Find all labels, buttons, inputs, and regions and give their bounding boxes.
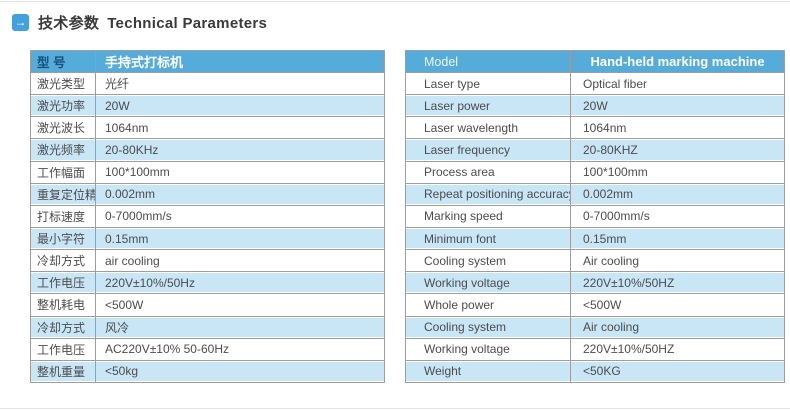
- row-label: 重复定位精度: [30, 182, 96, 206]
- table-row: 整机耗电 <500W: [30, 293, 385, 317]
- table-row: Laser power 20W: [405, 94, 785, 118]
- row-value: Air cooling: [570, 249, 785, 273]
- table-row: 冷却方式 air cooling: [30, 249, 385, 273]
- row-label: 工作电压: [30, 337, 96, 361]
- table-row: 工作电压 AC220V±10% 50-60Hz: [30, 337, 385, 361]
- row-value: 1064nm: [570, 116, 785, 140]
- model-header-value: 手持式打标机: [95, 50, 385, 73]
- row-value: 100*100mm: [95, 160, 385, 184]
- table-row: 打标速度 0-7000mm/s: [30, 204, 385, 228]
- table-row: Process area 100*100mm: [405, 160, 785, 184]
- table-row: Working voltage 220V±10%/50HZ: [405, 337, 785, 361]
- table-row: 工作幅面 100*100mm: [30, 160, 385, 184]
- row-value: 0.15mm: [95, 226, 385, 251]
- page-title: 技术参数 Technical Parameters: [38, 12, 267, 33]
- row-value: 1064nm: [95, 116, 385, 140]
- model-header-label: Model: [405, 50, 571, 73]
- row-value: 20W: [570, 94, 785, 118]
- table-row: Cooling system Air cooling: [405, 249, 785, 273]
- bottom-divider: [0, 408, 790, 409]
- table-row: Weight <50KG: [405, 359, 785, 384]
- row-label: Minimum font: [405, 226, 571, 251]
- row-label: Cooling system: [405, 315, 571, 339]
- row-value: 光纤: [95, 71, 385, 96]
- row-value: 220V±10%/50HZ: [570, 271, 785, 295]
- row-label: 整机耗电: [30, 293, 96, 317]
- row-label: Working voltage: [405, 271, 571, 295]
- row-value: air cooling: [95, 249, 385, 273]
- table-row: Laser frequency 20-80KHZ: [405, 138, 785, 162]
- row-label: 整机重量: [30, 359, 96, 384]
- row-value: <500W: [570, 293, 785, 317]
- row-label: Whole power: [405, 293, 571, 317]
- row-label: Laser power: [405, 94, 571, 118]
- row-label: Cooling system: [405, 249, 571, 273]
- row-label: Marking speed: [405, 204, 571, 228]
- row-value: 0.002mm: [570, 182, 785, 206]
- table-row: Whole power <500W: [405, 293, 785, 317]
- header-row: Model Hand-held marking machine: [405, 50, 785, 73]
- table-row: Repeat positioning accuracy 0.002mm: [405, 182, 785, 206]
- table-row: 激光功率 20W: [30, 94, 385, 118]
- row-value: Air cooling: [570, 315, 785, 339]
- table-row: 激光频率 20-80KHz: [30, 138, 385, 162]
- row-value: Optical fiber: [570, 71, 785, 96]
- arrow-right-icon: →: [12, 13, 29, 31]
- row-value: 220V±10%/50Hz: [95, 271, 385, 295]
- row-label: 工作幅面: [30, 160, 96, 184]
- row-value: 20-80KHZ: [570, 138, 785, 162]
- row-value: 0.002mm: [95, 182, 385, 206]
- row-label: Laser wavelength: [405, 116, 571, 140]
- table-row: 激光类型 光纤: [30, 71, 385, 96]
- row-label: 打标速度: [30, 204, 96, 228]
- row-value: 220V±10%/50HZ: [570, 337, 785, 361]
- row-value: 100*100mm: [570, 160, 785, 184]
- row-label: 激光功率: [30, 94, 96, 118]
- table-row: 工作电压 220V±10%/50Hz: [30, 271, 385, 295]
- table-row: Minimum font 0.15mm: [405, 226, 785, 251]
- row-value: <50kg: [95, 359, 385, 384]
- section-header: → 技术参数 Technical Parameters: [12, 11, 267, 33]
- row-label: 工作电压: [30, 271, 96, 295]
- header-row: 型 号 手持式打标机: [30, 50, 385, 73]
- row-value: 0-7000mm/s: [570, 204, 785, 228]
- row-label: 冷却方式: [30, 315, 96, 339]
- table-row: Marking speed 0-7000mm/s: [405, 204, 785, 228]
- row-label: 冷却方式: [30, 249, 96, 273]
- table-row: 最小字符 0.15mm: [30, 226, 385, 251]
- row-value: 20-80KHz: [95, 138, 385, 162]
- row-value: 风冷: [95, 315, 385, 339]
- row-label: 最小字符: [30, 226, 96, 251]
- model-header-label: 型 号: [30, 50, 96, 73]
- row-label: Weight: [405, 359, 571, 384]
- row-value: <500W: [95, 293, 385, 317]
- table-row: Laser wavelength 1064nm: [405, 116, 785, 140]
- spec-table-english: Model Hand-held marking machine Laser ty…: [405, 50, 785, 384]
- table-row: 整机重量 <50kg: [30, 359, 385, 384]
- page-title-zh: 技术参数: [38, 14, 100, 32]
- page-title-en: Technical Parameters: [107, 14, 268, 32]
- table-row: Cooling system Air cooling: [405, 315, 785, 339]
- row-value: AC220V±10% 50-60Hz: [95, 337, 385, 361]
- row-value: 0.15mm: [570, 226, 785, 251]
- row-value: <50KG: [570, 359, 785, 384]
- row-value: 20W: [95, 94, 385, 118]
- row-label: Working voltage: [405, 337, 571, 361]
- row-label: 激光波长: [30, 116, 96, 140]
- row-value: 0-7000mm/s: [95, 204, 385, 228]
- table-row: Laser type Optical fiber: [405, 71, 785, 96]
- table-row: 重复定位精度0.002mm: [30, 182, 385, 206]
- row-label: Laser type: [405, 71, 571, 96]
- row-label: 激光频率: [30, 138, 96, 162]
- row-label: Repeat positioning accuracy: [405, 182, 571, 206]
- table-row: 冷却方式 风冷: [30, 315, 385, 339]
- row-label: Process area: [405, 160, 571, 184]
- model-header-value: Hand-held marking machine: [570, 50, 785, 73]
- row-label: Laser frequency: [405, 138, 571, 162]
- table-row: Working voltage 220V±10%/50HZ: [405, 271, 785, 295]
- table-row: 激光波长 1064nm: [30, 116, 385, 140]
- spec-table-chinese: 型 号 手持式打标机 激光类型 光纤 激光功率 20W 激光波长 1064nm 激光频…: [30, 50, 385, 384]
- top-divider: [0, 1, 790, 2]
- row-label: 激光类型: [30, 71, 96, 96]
